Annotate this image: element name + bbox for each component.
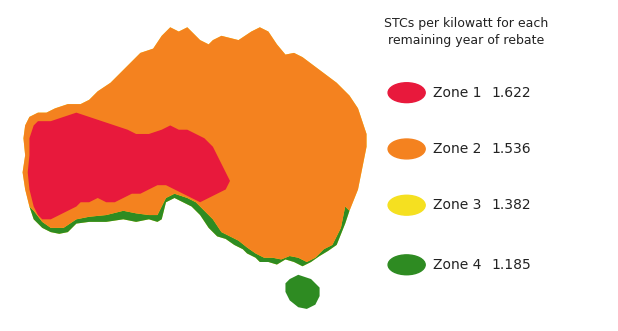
Text: 1.185: 1.185 <box>491 258 531 272</box>
Text: 1.622: 1.622 <box>491 86 531 100</box>
Polygon shape <box>23 27 366 266</box>
Text: 1.536: 1.536 <box>491 142 531 156</box>
Polygon shape <box>23 27 366 262</box>
Text: STCs per kilowatt for each
remaining year of rebate: STCs per kilowatt for each remaining yea… <box>384 17 549 47</box>
Text: Zone 3: Zone 3 <box>433 198 481 212</box>
Polygon shape <box>28 113 230 219</box>
Polygon shape <box>286 275 320 309</box>
Polygon shape <box>51 138 209 194</box>
Text: Zone 2: Zone 2 <box>433 142 481 156</box>
Text: Zone 1: Zone 1 <box>433 86 481 100</box>
Text: Zone 4: Zone 4 <box>433 258 481 272</box>
Polygon shape <box>30 194 349 266</box>
Text: 1.382: 1.382 <box>491 198 531 212</box>
